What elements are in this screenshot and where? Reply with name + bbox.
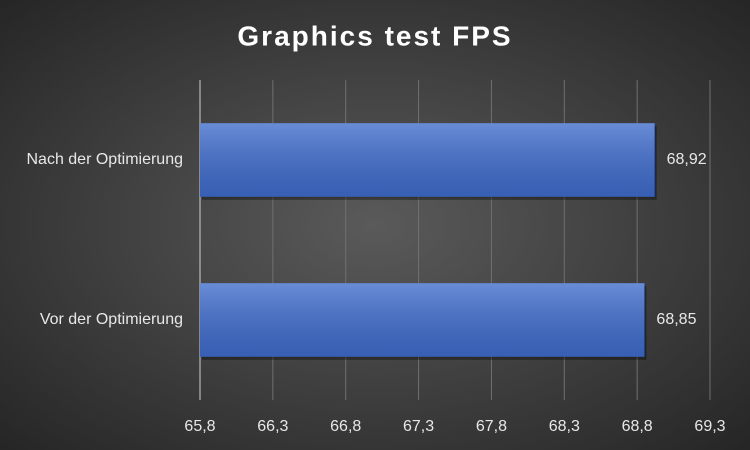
bar-shine xyxy=(200,283,645,357)
y-tick-label: Vor der Optimierung xyxy=(40,311,183,328)
y-tick-label: Nach der Optimierung xyxy=(26,151,183,168)
x-tick-label: 69,3 xyxy=(694,418,725,435)
x-tick-label: 68,3 xyxy=(549,418,580,435)
x-tick-label: 67,3 xyxy=(403,418,434,435)
data-label: 68,85 xyxy=(656,311,696,328)
chart-title: Graphics test FPS xyxy=(237,20,512,51)
x-tick-label: 68,8 xyxy=(622,418,653,435)
x-tick-label: 65,8 xyxy=(184,418,215,435)
x-tick-label: 66,3 xyxy=(257,418,288,435)
bar-shine xyxy=(200,123,655,197)
x-tick-label: 67,8 xyxy=(476,418,507,435)
data-label: 68,92 xyxy=(667,151,707,168)
x-tick-label: 66,8 xyxy=(330,418,361,435)
